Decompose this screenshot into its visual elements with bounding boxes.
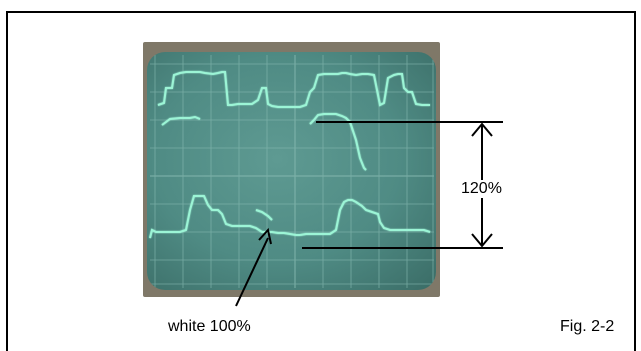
white-level-label: white 100% bbox=[168, 318, 251, 335]
graticule bbox=[150, 55, 434, 288]
amplitude-label: 120% bbox=[459, 180, 504, 198]
top-trace-lower bbox=[161, 115, 201, 126]
figure-caption: Fig. 2-2 bbox=[560, 318, 615, 335]
top-trace bbox=[157, 71, 430, 108]
white-level-pointer bbox=[235, 237, 269, 307]
lower-trace-step bbox=[255, 209, 273, 221]
lower-trace-right bbox=[299, 199, 431, 236]
lower-trace bbox=[149, 195, 300, 239]
amplitude-arrowhead-bottom bbox=[471, 233, 493, 248]
waveform-traces bbox=[149, 71, 431, 239]
annotations bbox=[235, 121, 503, 307]
amplitude-arrowhead-top bbox=[471, 122, 493, 137]
white-level-pointer-head bbox=[258, 227, 272, 245]
top-trace-second bbox=[309, 113, 367, 171]
